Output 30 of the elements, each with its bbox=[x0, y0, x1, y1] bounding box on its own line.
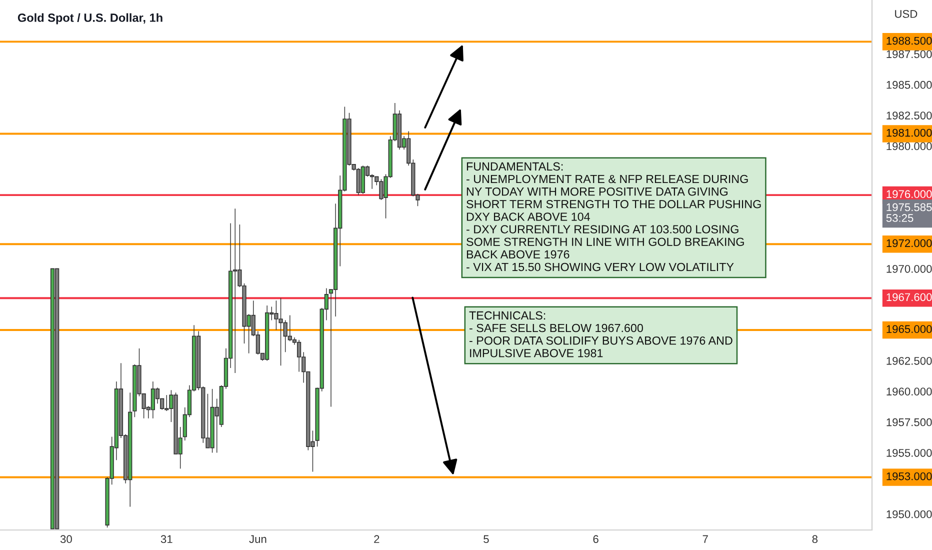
annotation: TECHNICALS: - SAFE SELLS BELOW 1967.600 - POOR DATA SOLIDIFY BUYS ABOVE 1976 AND IMPULSIVE ABOVE 1981 bbox=[469, 311, 732, 358]
ref-line-label: 1988.500 bbox=[886, 36, 932, 45]
text: FUNDAMENTALS: - UNEMPLOYMENT RATE & NFP RELEASE DURING NY TODAY WITH MORE POSITIVE DATA GIVING SHORT TERM STRENGTH TO THE DOLLAR PUSHING DXY BACK ABOVE 104 - DXY CURRENTLY RESIDING AT 103.500 LOSING SOME STRENGTH IN LINE WITH GOLD BREAKING BACK ABOVE 1976 - VIX AT 15.50 SHOWING VERY LOW VOLATILITY bbox=[466, 162, 761, 272]
x-tick-label: Jun bbox=[249, 535, 266, 544]
ref-line-label: 1981.000 bbox=[886, 128, 932, 137]
y-tick-label: 1950.000 bbox=[886, 510, 932, 518]
y-tick-label: 1987.500 bbox=[886, 50, 932, 58]
y-tick-label: 1955.000 bbox=[886, 448, 932, 457]
x-tick-label: 30 bbox=[60, 535, 72, 544]
ref-line-label: 1965.000 bbox=[886, 325, 932, 334]
x-tick-label: 31 bbox=[160, 535, 172, 544]
y-tick-label: 1970.000 bbox=[886, 264, 932, 273]
x-tick-label: 5 bbox=[484, 535, 489, 544]
y-tick-label: 1985.000 bbox=[886, 80, 932, 89]
ref-line-label: 1953.000 bbox=[886, 472, 932, 480]
y-tick-label: 1962.500 bbox=[886, 356, 932, 365]
ref-line-label: 1967.600 bbox=[886, 293, 932, 302]
ref-line-label: 1976.000 bbox=[886, 190, 932, 198]
y-tick-label: 1980.000 bbox=[886, 142, 932, 150]
x-tick-label: 2 bbox=[374, 535, 380, 543]
y-tick-label: 1957.500 bbox=[886, 418, 932, 426]
text: 1975.585 53:25 bbox=[886, 203, 932, 222]
x-tick-label: 6 bbox=[593, 535, 598, 544]
y-tick-label: 1982.500 bbox=[886, 112, 932, 120]
ref-line-label: 1972.000 bbox=[886, 239, 932, 248]
x-tick-label: 7 bbox=[702, 535, 708, 543]
x-tick-label: 8 bbox=[812, 535, 818, 544]
text: Gold Spot / U.S. Dollar, 1h bbox=[18, 13, 162, 24]
y-axis-title: USD bbox=[895, 10, 918, 18]
y-tick-label: 1960.000 bbox=[886, 388, 932, 396]
